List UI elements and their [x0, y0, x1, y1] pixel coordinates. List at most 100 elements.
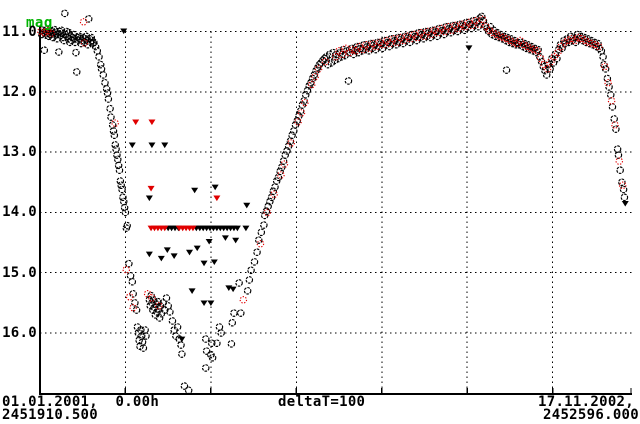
- observation-point: [499, 33, 507, 42]
- observation-point: [616, 166, 624, 174]
- fainter-than-limit-point: [161, 225, 169, 232]
- observation-point: [263, 208, 272, 217]
- fainter-than-limit-point: [189, 225, 197, 232]
- observation-point: [184, 386, 193, 395]
- observation-point: [581, 36, 589, 45]
- observation-point: [43, 27, 52, 35]
- observation-point: [543, 65, 552, 73]
- series-fainter-than-limits-black: [120, 28, 629, 343]
- observation-point: [121, 208, 130, 217]
- fainter-than-limit-point: [145, 251, 153, 258]
- observation-point: [366, 39, 375, 48]
- observation-point: [283, 147, 291, 155]
- observation-point: [419, 34, 428, 43]
- observation-point: [164, 302, 172, 310]
- fainter-than-limit-point: [128, 142, 136, 149]
- series-observations-red: [37, 15, 627, 312]
- observation-point: [138, 338, 147, 346]
- observation-point: [84, 15, 93, 23]
- fainter-than-limit-point: [148, 119, 156, 126]
- observation-point: [154, 302, 163, 310]
- observation-point: [250, 258, 259, 266]
- y-tick-label: 14.0: [2, 204, 37, 221]
- observation-point: [618, 181, 627, 190]
- observation-point: [166, 308, 174, 316]
- observation-point: [117, 181, 125, 190]
- fainter-than-limit-point: [621, 200, 629, 207]
- observation-point: [72, 48, 80, 57]
- observation-point: [389, 39, 397, 48]
- observation-point: [618, 178, 626, 187]
- observation-point: [230, 309, 238, 317]
- observation-point: [477, 12, 486, 21]
- observation-point: [376, 38, 384, 47]
- observation-point: [361, 45, 370, 54]
- fainter-than-limit-point: [188, 288, 196, 294]
- observation-point: [506, 36, 514, 45]
- observation-point: [57, 26, 66, 35]
- observation-point: [101, 78, 109, 87]
- observation-point: [601, 65, 610, 73]
- observation-point: [143, 290, 152, 298]
- observation-point: [132, 306, 141, 314]
- observation-point: [207, 339, 216, 348]
- observation-point: [137, 326, 145, 334]
- observation-point: [386, 39, 395, 48]
- observation-point: [546, 65, 554, 73]
- observation-point: [47, 29, 55, 38]
- observation-point: [365, 47, 373, 55]
- observation-point: [536, 54, 545, 63]
- observation-point: [492, 30, 501, 39]
- observation-point: [395, 38, 404, 47]
- observation-point: [495, 32, 504, 41]
- observation-point: [65, 28, 73, 37]
- observation-point: [72, 68, 81, 76]
- fainter-than-limit-point: [229, 286, 237, 293]
- observation-point: [303, 86, 312, 95]
- observation-point: [217, 329, 225, 337]
- observation-point: [267, 193, 276, 202]
- observation-point: [201, 364, 210, 372]
- observation-point: [389, 34, 398, 43]
- observation-point: [410, 30, 419, 39]
- observation-point: [129, 303, 137, 312]
- observation-point: [237, 309, 245, 317]
- observation-point: [554, 45, 563, 54]
- observation-point: [277, 171, 285, 179]
- observation-point: [448, 26, 456, 35]
- observation-point: [516, 36, 524, 45]
- observation-point: [260, 211, 269, 220]
- observation-point: [40, 46, 49, 54]
- observation-point: [294, 118, 302, 126]
- observation-point: [533, 47, 542, 55]
- fainter-than-limit-point: [193, 245, 201, 252]
- observation-point: [338, 50, 347, 59]
- observation-point: [80, 39, 89, 47]
- observation-point: [111, 119, 119, 127]
- observation-point: [61, 9, 69, 18]
- observation-point: [604, 78, 612, 87]
- observation-point: [274, 173, 283, 182]
- observation-point: [202, 347, 211, 355]
- fainter-than-limit-point: [465, 45, 473, 51]
- observation-point: [91, 42, 100, 51]
- observation-point: [245, 276, 254, 284]
- fainter-than-limit-point: [147, 185, 155, 192]
- observation-point: [342, 44, 350, 53]
- fainter-than-limit-point: [243, 202, 251, 209]
- observation-point: [591, 40, 600, 49]
- observation-point: [597, 47, 606, 55]
- observation-point: [228, 318, 237, 327]
- observation-point: [526, 44, 535, 53]
- observation-point: [489, 28, 497, 37]
- observation-point: [112, 145, 120, 153]
- observation-point: [126, 271, 135, 280]
- observation-point: [421, 27, 430, 36]
- observation-point: [115, 166, 124, 174]
- observation-point: [599, 53, 607, 61]
- fainter-than-limit-point: [191, 187, 199, 194]
- observation-point: [603, 74, 612, 83]
- observation-point: [307, 80, 316, 89]
- observation-point: [588, 39, 596, 48]
- fainter-than-limit-point: [178, 336, 186, 343]
